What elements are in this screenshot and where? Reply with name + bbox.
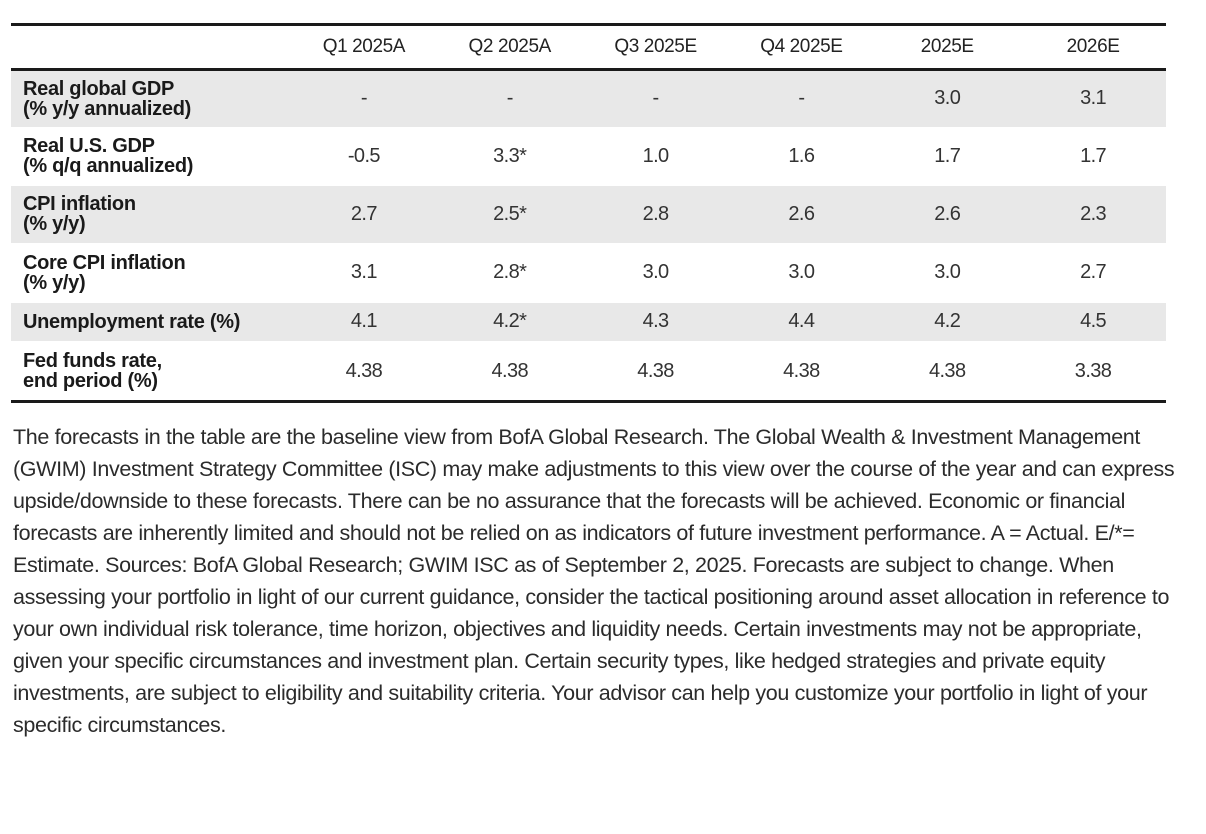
table-cell: 4.2 <box>934 310 961 332</box>
row-label-line2: end period (%) <box>23 370 158 393</box>
row-label-line1: Unemployment rate (%) <box>23 310 241 333</box>
table-row: Unemployment rate (%) 4.1 4.2* 4.3 4.4 4… <box>11 301 1166 342</box>
table-cell: -0.5 <box>347 144 381 167</box>
table-cell: 4.38 <box>783 359 820 382</box>
table-cell: 4.4 <box>788 310 815 332</box>
table-cell: 2.6 <box>788 202 815 225</box>
table-cell: 4.1 <box>350 310 378 332</box>
row-label: Core CPI inflation (% y/y) <box>11 244 291 302</box>
table-cell: 1.7 <box>1080 144 1107 167</box>
table-cell: - <box>652 87 660 110</box>
row-label-line2: (% y/y) <box>23 271 86 294</box>
table-cell: 3.1 <box>1080 87 1107 110</box>
column-header: 2025E <box>920 36 974 57</box>
table-cell: 3.1 <box>350 261 378 283</box>
table-cell: 1.7 <box>934 144 961 167</box>
table-cell: - <box>506 87 514 110</box>
column-header: Q3 2025E <box>614 36 697 57</box>
row-label-line1: Fed funds rate, <box>23 350 162 373</box>
table-row: CPI inflation (% y/y) 2.7 2.5* 2.8 2.6 2… <box>11 184 1166 244</box>
table-body: Real global GDP (% y/y annualized) - - -… <box>11 69 1166 402</box>
table-cell: 3.0 <box>642 261 670 283</box>
table-header: Q1 2025A Q2 2025A Q3 2025E Q4 2025E 2025… <box>11 24 1166 70</box>
table-cell: 2.5* <box>493 202 527 225</box>
header-row: Q1 2025A Q2 2025A Q3 2025E Q4 2025E 2025… <box>11 24 1166 70</box>
table-cell: 1.6 <box>788 144 815 167</box>
forecast-table-container: Q1 2025A Q2 2025A Q3 2025E Q4 2025E 2025… <box>11 23 1166 403</box>
table-row: Real global GDP (% y/y annualized) - - -… <box>11 69 1166 128</box>
row-label: Unemployment rate (%) <box>11 302 291 342</box>
table-row: Fed funds rate, end period (%) 4.38 4.38… <box>11 341 1166 402</box>
table-cell: 3.0 <box>788 261 815 283</box>
table-row: Core CPI inflation (% y/y) 3.1 2.8* 3.0 … <box>11 243 1166 302</box>
row-label-line2: (% q/q annualized) <box>23 155 194 177</box>
table-cell: 3.0 <box>934 87 961 110</box>
column-header: Q4 2025E <box>760 36 843 57</box>
column-header: Q1 2025A <box>322 36 406 57</box>
footnote-text: The forecasts in the table are the basel… <box>13 425 1175 737</box>
table-cell: 4.38 <box>345 359 383 382</box>
row-label: CPI inflation (% y/y) <box>11 185 291 244</box>
row-label-line1: Real global GDP <box>23 77 175 100</box>
table-cell: - <box>360 87 368 110</box>
header-row-label-cell <box>11 25 291 70</box>
row-label: Real global GDP (% y/y annualized) <box>11 70 291 128</box>
table-cell: 2.7 <box>1080 261 1107 283</box>
table-cell: 2.7 <box>350 202 378 225</box>
table-cell: 2.8 <box>642 202 670 225</box>
table-cell: 1.0 <box>642 144 670 167</box>
row-label-line1: CPI inflation <box>23 193 136 215</box>
row-label-line1: Core CPI inflation <box>23 251 186 274</box>
table-cell: 4.38 <box>637 359 674 382</box>
table-cell: 3.38 <box>1074 359 1112 382</box>
table-cell: 2.6 <box>934 202 961 225</box>
row-label-line2: (% y/y) <box>23 213 86 235</box>
table-cell: 4.3 <box>642 310 670 332</box>
table-cell: 4.38 <box>928 359 966 382</box>
table-cell: 2.3 <box>1080 202 1107 225</box>
table-cell: 3.3* <box>493 144 527 167</box>
column-header: 2026E <box>1066 36 1120 57</box>
row-label-line1: Real U.S. GDP <box>23 135 155 157</box>
row-label: Fed funds rate, end period (%) <box>11 342 291 402</box>
table-cell: 2.8* <box>493 261 527 283</box>
table-cell: 4.5 <box>1080 310 1107 332</box>
column-header: Q2 2025A <box>468 36 552 57</box>
table-cell: 4.2* <box>493 310 527 332</box>
row-label-line2: (% y/y annualized) <box>23 97 191 120</box>
forecast-table: Q1 2025A Q2 2025A Q3 2025E Q4 2025E 2025… <box>11 23 1166 403</box>
table-row: Real U.S. GDP (% q/q annualized) -0.5 3.… <box>11 127 1166 185</box>
table-cell: - <box>798 87 805 110</box>
row-label: Real U.S. GDP (% q/q annualized) <box>11 128 291 185</box>
table-cell: 4.38 <box>491 359 528 382</box>
table-cell: 3.0 <box>934 261 961 283</box>
